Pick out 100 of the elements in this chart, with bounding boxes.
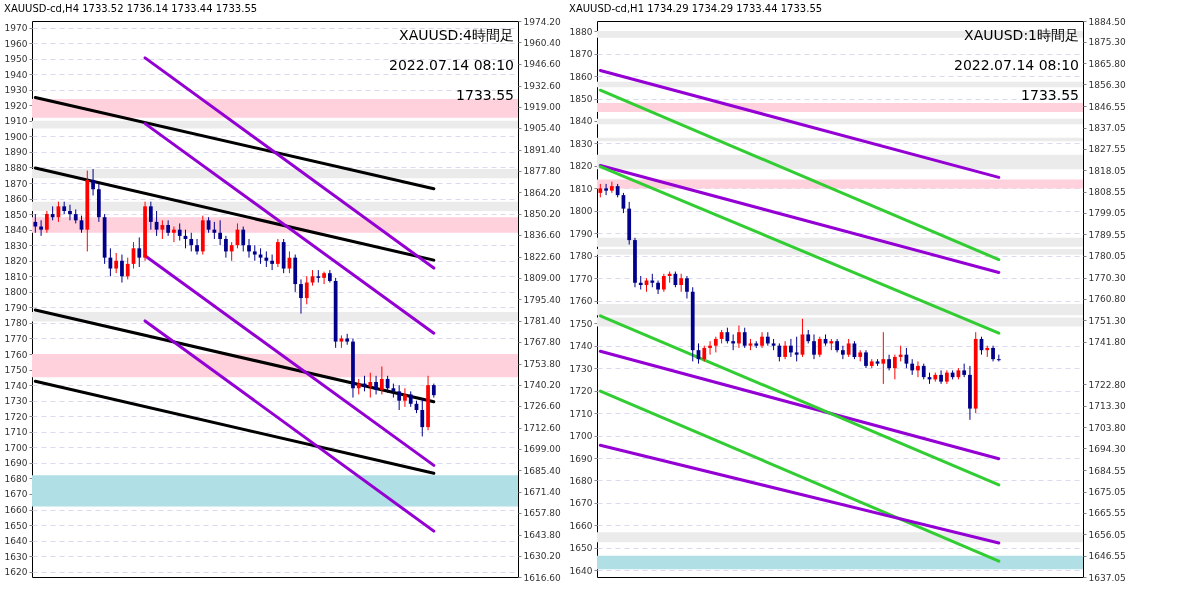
y-tick-label: 1690 xyxy=(569,453,593,464)
y-tick-label: 1870 xyxy=(4,178,28,189)
candlestick xyxy=(68,204,72,221)
candlestick xyxy=(304,275,309,305)
y2-tick-label: 1822.60 xyxy=(523,252,561,263)
y-tick-label: 1640 xyxy=(569,565,593,576)
y2-tick-label: 1751.30 xyxy=(1088,315,1126,326)
annotation: 1733.55 xyxy=(1021,87,1079,103)
y-tick-label: 1800 xyxy=(569,206,593,217)
y2-tick-label: 1891.40 xyxy=(523,145,561,156)
y-tick-label: 1790 xyxy=(4,302,28,313)
y2-tick-label: 1637.05 xyxy=(1088,572,1126,583)
candlestick xyxy=(737,324,741,349)
y-tick-label: 1820 xyxy=(4,256,28,267)
y2-tick-label: 1875.30 xyxy=(1088,37,1126,48)
y-tick-label: 1650 xyxy=(4,520,28,531)
y-tick-label: 1760 xyxy=(4,349,28,360)
candlestick xyxy=(708,340,712,356)
y-tick-label: 1890 xyxy=(4,147,28,158)
y-tick-label: 1700 xyxy=(4,442,28,453)
y-tick-label: 1830 xyxy=(569,138,593,149)
candlestick xyxy=(892,354,897,380)
y-tick-label: 1900 xyxy=(4,131,28,142)
candlestick xyxy=(114,252,119,274)
y-tick-label: 1850 xyxy=(4,209,28,220)
candlestick xyxy=(299,278,303,315)
candlestick xyxy=(137,236,142,268)
candlestick xyxy=(276,238,280,268)
y2-tick-label: 1837.05 xyxy=(1088,123,1126,134)
candlestick xyxy=(39,219,43,237)
candlestick xyxy=(609,181,614,194)
candlestick xyxy=(817,336,822,358)
candlestick xyxy=(374,375,378,395)
y2-tick-label: 1877.80 xyxy=(523,166,561,177)
y-tick-label: 1740 xyxy=(569,341,593,352)
y2-tick-label: 1770.30 xyxy=(1088,273,1126,284)
candlestick xyxy=(379,365,384,395)
candlestick xyxy=(195,238,199,256)
y-tick-label: 1660 xyxy=(4,505,28,516)
y2-tick-label: 1850.20 xyxy=(523,209,561,220)
y2-tick-label: 1703.80 xyxy=(1088,422,1126,433)
y-tick-label: 1920 xyxy=(4,100,28,111)
candlestick xyxy=(794,336,799,362)
y2-tick-label: 1836.60 xyxy=(523,230,561,241)
candlestick xyxy=(91,168,95,196)
candlestick xyxy=(148,201,153,231)
y-tick-label: 1830 xyxy=(4,240,28,251)
candlestick xyxy=(160,219,165,240)
y-tick-label: 1710 xyxy=(569,408,593,419)
y-tick-label: 1810 xyxy=(4,271,28,282)
y-tick-label: 1660 xyxy=(569,520,593,531)
y2-tick-label: 1722.80 xyxy=(1088,379,1126,390)
y-tick-label: 1720 xyxy=(569,386,593,397)
candlestick xyxy=(685,275,689,299)
y2-tick-label: 1694.30 xyxy=(1088,443,1126,454)
y2-tick-label: 1974.20 xyxy=(523,16,561,27)
candlestick xyxy=(881,331,886,385)
candlestick xyxy=(125,257,130,280)
chart-title: XAUUSD-cd,H4 1733.52 1736.14 1733.44 1733.55 xyxy=(4,3,258,14)
y-tick-label: 1800 xyxy=(4,287,28,298)
candlestick xyxy=(841,345,845,360)
y2-tick-label: 1781.40 xyxy=(523,316,561,327)
annotation: 2022.07.14 08:10 xyxy=(954,57,1079,73)
y2-tick-label: 1675.05 xyxy=(1088,487,1126,498)
y2-tick-label: 1809.00 xyxy=(523,273,561,284)
y2-tick-label: 1616.60 xyxy=(523,572,561,583)
y-tick-label: 1850 xyxy=(569,94,593,105)
y-tick-label: 1730 xyxy=(4,396,28,407)
y-tick-label: 1680 xyxy=(4,473,28,484)
y-tick-label: 1670 xyxy=(4,489,28,500)
candlestick xyxy=(322,271,326,285)
y2-tick-label: 1767.80 xyxy=(523,337,561,348)
candlestick xyxy=(44,210,49,234)
y-tick-label: 1710 xyxy=(4,427,28,438)
annotation: 2022.07.14 08:10 xyxy=(389,57,514,73)
y-tick-label: 1640 xyxy=(4,536,28,547)
y2-tick-label: 1699.00 xyxy=(523,444,561,455)
y2-tick-label: 1865.80 xyxy=(1088,58,1126,69)
y-tick-label: 1880 xyxy=(569,26,593,37)
y2-tick-label: 1846.55 xyxy=(1088,101,1126,112)
candlestick xyxy=(241,226,246,252)
y-tick-label: 1940 xyxy=(4,69,28,80)
y2-tick-label: 1657.80 xyxy=(523,508,561,519)
y-tick-label: 1910 xyxy=(4,116,28,127)
y-tick-label: 1930 xyxy=(4,85,28,96)
y-tick-label: 1780 xyxy=(569,251,593,262)
y-tick-label: 1700 xyxy=(569,431,593,442)
y-tick-label: 1770 xyxy=(4,333,28,344)
annotation: XAUUSD:1時間足 xyxy=(964,27,1079,43)
y-tick-label: 1820 xyxy=(569,161,593,172)
y2-tick-label: 1753.80 xyxy=(523,359,561,370)
candlestick xyxy=(368,372,373,399)
candlestick xyxy=(916,360,920,378)
y2-tick-label: 1740.20 xyxy=(523,380,561,391)
y2-tick-label: 1932.60 xyxy=(523,81,561,92)
candlestick xyxy=(189,232,194,252)
y-tick-label: 1650 xyxy=(569,543,593,554)
y-tick-label: 1770 xyxy=(569,273,593,284)
y2-tick-label: 1780.05 xyxy=(1088,251,1126,262)
y2-tick-label: 1946.60 xyxy=(523,59,561,70)
